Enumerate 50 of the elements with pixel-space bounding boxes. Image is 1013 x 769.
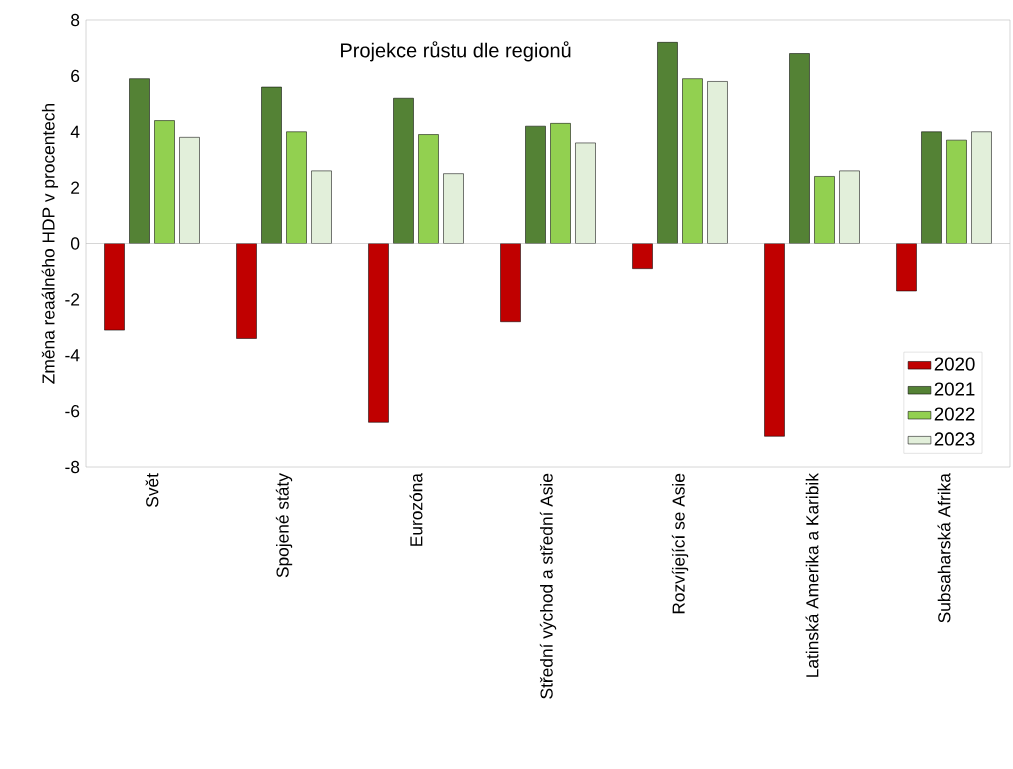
bar xyxy=(707,81,728,244)
y-tick-label: 8 xyxy=(71,13,80,27)
bar xyxy=(311,170,332,244)
bar xyxy=(236,243,257,339)
legend-label: 2022 xyxy=(934,407,975,421)
y-tick-label: 2 xyxy=(71,181,80,194)
y-tick-label: -8 xyxy=(65,460,80,474)
x-tick-label: Eurozóna xyxy=(409,473,423,546)
bar xyxy=(525,125,546,244)
bar xyxy=(550,123,571,244)
y-tick-label: -6 xyxy=(65,404,80,418)
y-tick-label: -4 xyxy=(65,349,80,362)
bar xyxy=(154,120,175,244)
y-tick-label: 0 xyxy=(70,237,80,250)
bar xyxy=(104,243,125,331)
bar xyxy=(921,131,942,244)
bar xyxy=(946,139,967,244)
legend-label: 2020 xyxy=(934,357,975,371)
legend-label: 2021 xyxy=(934,382,975,396)
bar xyxy=(500,243,521,322)
text: Projekce růstu dle regionů xyxy=(341,41,571,62)
y-tick-label: -2 xyxy=(65,293,80,306)
legend-label: 2023 xyxy=(934,432,975,446)
bar xyxy=(575,142,596,244)
bar xyxy=(971,131,992,244)
bar xyxy=(789,53,810,244)
bar xyxy=(129,78,150,244)
bar xyxy=(393,97,414,244)
bar xyxy=(896,243,917,292)
x-tick-label: Spojené státy xyxy=(275,473,293,578)
x-tick-label: Střední východ a střední Asie xyxy=(539,473,557,699)
y-tick-label: 4 xyxy=(70,125,80,138)
bar xyxy=(261,86,282,244)
bar xyxy=(839,170,860,244)
y-tick-label: 6 xyxy=(71,69,80,83)
x-tick-label: Latinská Amerika a Karibik xyxy=(805,473,819,677)
bar xyxy=(682,78,703,244)
bar xyxy=(368,243,389,423)
bar xyxy=(814,176,835,244)
bar xyxy=(286,131,307,244)
bar xyxy=(418,134,439,244)
bar xyxy=(764,243,785,437)
bar xyxy=(443,173,464,244)
x-tick-label: Subsaharská Afrika xyxy=(937,473,951,623)
bar xyxy=(179,137,200,244)
x-tick-label: Rozvíjející se Asie xyxy=(671,473,689,614)
bar xyxy=(657,42,678,244)
bar xyxy=(632,243,653,269)
x-tick-label: Svět xyxy=(145,473,159,507)
y-axis-title: Změna reaálného HDP v procentech xyxy=(41,104,59,384)
